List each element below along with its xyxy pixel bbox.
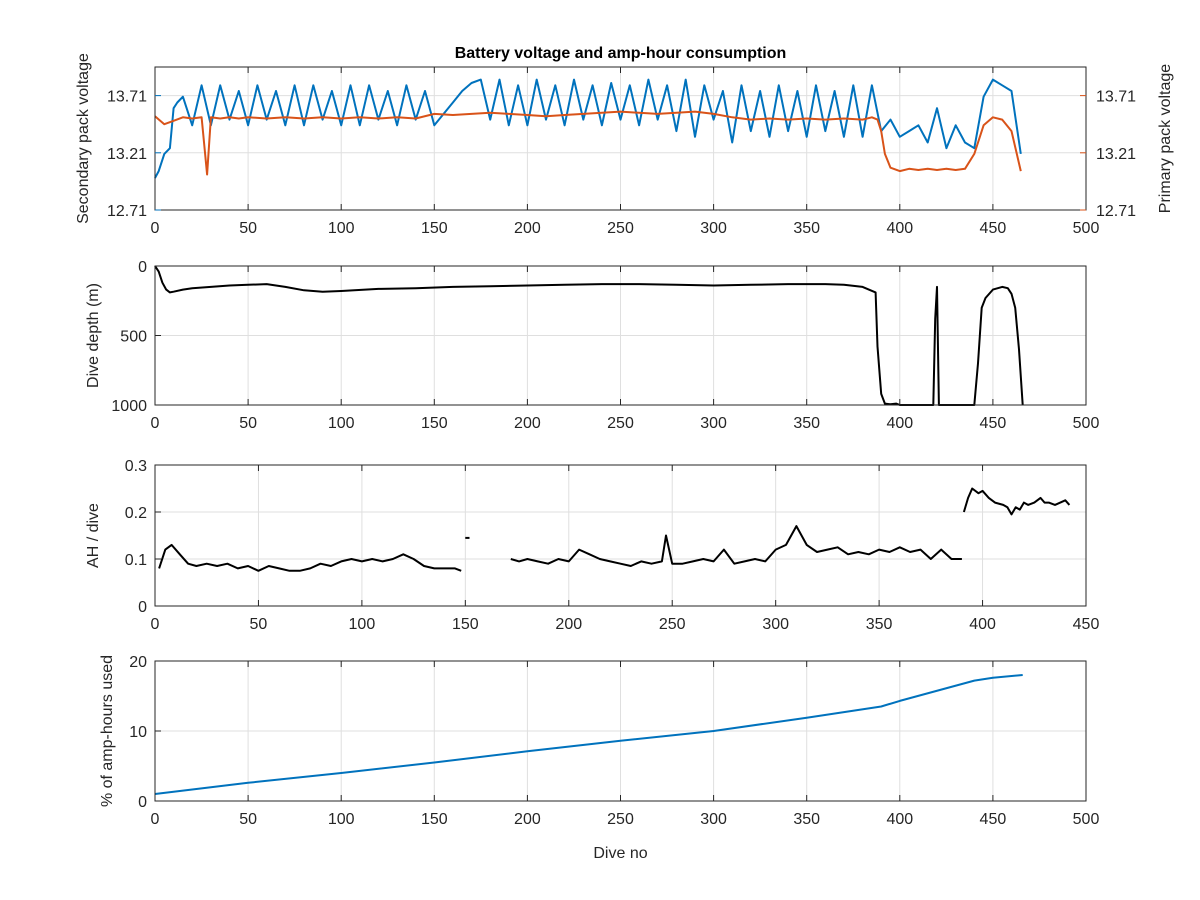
x-tick-label: 450 xyxy=(980,811,1007,828)
x-tick-label: 300 xyxy=(700,220,727,237)
x-tick-label: 400 xyxy=(886,415,913,432)
x-tick-label: 100 xyxy=(328,811,355,828)
x-tick-label: 400 xyxy=(886,220,913,237)
x-tick-label: 400 xyxy=(969,616,996,633)
x-tick-label: 100 xyxy=(328,415,355,432)
y-right-tick-label: 13.21 xyxy=(1096,146,1136,163)
y-right-tick-label: 13.71 xyxy=(1096,89,1136,106)
x-tick-label: 500 xyxy=(1073,415,1100,432)
series-line xyxy=(158,543,462,572)
x-tick-label: 450 xyxy=(1073,616,1100,633)
y-axis-label: Secondary pack voltage xyxy=(75,53,92,224)
x-tick-label: 250 xyxy=(607,220,634,237)
x-tick-label: 0 xyxy=(151,616,160,633)
x-tick-label: 300 xyxy=(700,811,727,828)
y-tick-label: 0 xyxy=(138,794,147,811)
x-tick-label: 200 xyxy=(555,616,582,633)
x-tick-label: 150 xyxy=(421,415,448,432)
x-tick-label: 150 xyxy=(452,616,479,633)
y-tick-label: 0 xyxy=(138,599,147,616)
x-tick-label: 50 xyxy=(250,616,268,633)
y-axis-label: Dive depth (m) xyxy=(85,283,102,388)
amp-hours-used-panel: 0 50 100 150 200 250 300 350 400 450 500 0 10 20 % of … xyxy=(99,654,1099,862)
x-tick-label: 0 xyxy=(151,415,160,432)
x-tick-label: 150 xyxy=(421,811,448,828)
x-tick-label: 50 xyxy=(239,811,257,828)
x-tick-label: 250 xyxy=(607,811,634,828)
y-tick-label: 0.3 xyxy=(125,458,147,475)
series-line xyxy=(154,110,1022,176)
x-tick-label: 350 xyxy=(793,811,820,828)
x-tick-label: 200 xyxy=(514,811,541,828)
x-tick-label: 500 xyxy=(1073,220,1100,237)
y-tick-label: 10 xyxy=(129,724,147,741)
x-tick-label: 350 xyxy=(793,415,820,432)
x-tick-label: 250 xyxy=(659,616,686,633)
series-line xyxy=(962,487,1071,516)
y-tick-label: 12.71 xyxy=(107,203,147,220)
axes-box xyxy=(154,464,1087,607)
y-tick-label: 0.2 xyxy=(125,505,147,522)
x-tick-label: 150 xyxy=(421,220,448,237)
y-tick-label: 1000 xyxy=(111,398,147,415)
x-tick-label: 450 xyxy=(980,220,1007,237)
series-line xyxy=(154,78,1022,179)
x-tick-label: 200 xyxy=(514,415,541,432)
x-tick-label: 450 xyxy=(980,415,1007,432)
x-tick-label: 400 xyxy=(886,811,913,828)
x-tick-label: 350 xyxy=(793,220,820,237)
x-tick-label: 500 xyxy=(1073,811,1100,828)
x-tick-label: 100 xyxy=(349,616,376,633)
x-tick-label: 300 xyxy=(700,415,727,432)
series-line xyxy=(154,265,1024,406)
x-tick-label: 250 xyxy=(607,415,634,432)
y-tick-label: 0.1 xyxy=(125,552,147,569)
y-tick-label: 13.21 xyxy=(107,146,147,163)
series-line xyxy=(510,525,962,567)
x-tick-label: 50 xyxy=(239,220,257,237)
x-tick-label: 200 xyxy=(514,220,541,237)
y-axis-label: AH / dive xyxy=(85,503,102,568)
voltage-panel: 0 50 100 150 200 250 300 350 400 450 50012.7113.21… xyxy=(75,45,1174,237)
x-tick-label: 50 xyxy=(239,415,257,432)
depth-panel: 0 50 100 150 200 250 300 350 400 450 500 0 500 1000 Di… xyxy=(85,259,1099,432)
x-tick-label: 0 xyxy=(151,220,160,237)
y-tick-label: 13.71 xyxy=(107,89,147,106)
ah-per-dive-panel: 0 50 100 150 200 250 300 350 400 450 0 0.1 0.2 0.3 AH … xyxy=(85,458,1099,633)
x-tick-label: 300 xyxy=(762,616,789,633)
y-right-axis-label: Primary pack voltage xyxy=(1157,64,1174,213)
x-tick-label: 350 xyxy=(866,616,893,633)
x-tick-label: 0 xyxy=(151,811,160,828)
x-axis-label: Dive no xyxy=(593,845,647,862)
y-tick-label: 20 xyxy=(129,654,147,671)
chart-title: Battery voltage and amp-hour consumption xyxy=(455,45,787,62)
y-tick-label: 0 xyxy=(138,259,147,276)
y-axis-label: % of amp-hours used xyxy=(99,655,116,807)
y-tick-label: 500 xyxy=(120,329,147,346)
y-right-tick-label: 12.71 xyxy=(1096,203,1136,220)
x-tick-label: 100 xyxy=(328,220,355,237)
series-line xyxy=(154,674,1023,795)
